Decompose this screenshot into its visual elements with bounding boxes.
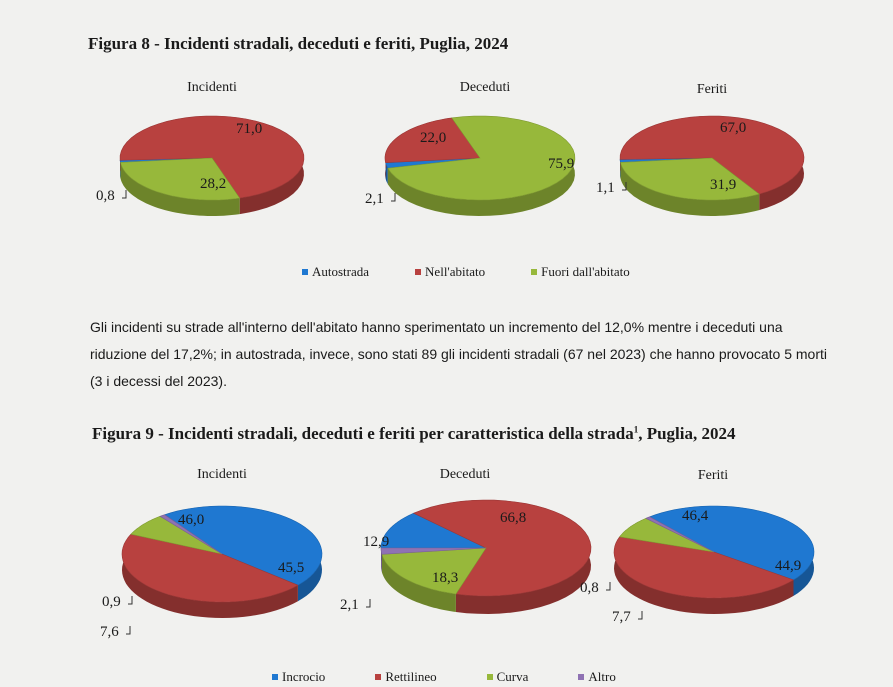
pie-2-slice-fuori-dall-abitato: [620, 157, 760, 201]
pie-3-label-3: 0,9: [102, 594, 121, 610]
pie-5-slice-incrocio: [648, 505, 815, 581]
pie-chart-3: 46,0 45,5 7,6 0,9: [100, 505, 323, 640]
pie-5-label-1: 44,9: [775, 558, 801, 574]
pie-2-slice-nell-abitato: [619, 115, 805, 195]
pie-title-feriti: Feriti: [696, 82, 728, 97]
pie-5-label-2: 7,7: [612, 609, 631, 625]
pie-1-slice-nell-abitato: [384, 117, 481, 164]
legend-item-rettilineo: Rettilineo: [375, 669, 437, 685]
pie-5-side-1: [614, 536, 794, 614]
pie-0-slice-fuori-dall-abitato: [120, 157, 241, 201]
pie-title-incidenti: Incidenti: [187, 80, 237, 95]
pie-5-slice-curva: [619, 517, 715, 553]
pie-3-label-0: 46,0: [178, 512, 204, 528]
pie-5-label-3: 0,8: [580, 580, 599, 596]
pie-title-incidenti-9: Incidenti: [197, 467, 247, 482]
pie-2-label-0: 1,1: [596, 180, 615, 196]
pie-2-label-1: 67,0: [720, 120, 746, 136]
pie-5-slice-rettilineo: [613, 536, 795, 599]
pie-2-side-2: [620, 162, 760, 216]
pie-3-label-2: 7,6: [100, 624, 119, 640]
pie-4-label-0: 12,9: [363, 534, 389, 550]
figure-9-title: Figura 9 - Incidenti stradali, deceduti …: [92, 424, 736, 443]
legend-item-altro: Altro: [578, 669, 616, 685]
pie-5-leader-2: [638, 611, 643, 620]
pie-4-slice-altro: [380, 547, 487, 555]
pie-4-slice-curva: [381, 547, 487, 595]
pie-3-label-1: 45,5: [278, 560, 304, 576]
pie-chart-4: 12,9 66,8 18,3 2,1: [340, 499, 592, 614]
pie-4-label-2: 18,3: [432, 570, 458, 586]
pie-2-leader-0: [622, 182, 627, 191]
pie-0-leader-0: [122, 190, 127, 199]
legend-item-autostrada: Autostrada: [302, 264, 369, 280]
pie-3-leader-3: [128, 596, 133, 605]
pie-3-slice-altro: [159, 514, 223, 555]
pie-1-leader-0: [391, 193, 396, 202]
legend-fig9: Incrocio Rettilineo Curva Altro: [272, 669, 616, 685]
pie-4-leader-3: [366, 599, 371, 608]
pie-4-label-1: 66,8: [500, 510, 526, 526]
legend-item-fuori: Fuori dall'abitato: [531, 264, 630, 280]
pie-3-slice-rettilineo: [121, 533, 299, 603]
pie-4-side-2: [381, 554, 456, 612]
body-paragraph: Gli incidenti su strade all'interno dell…: [90, 319, 828, 389]
legend-fig8: Autostrada Nell'abitato Fuori dall'abita…: [302, 264, 630, 280]
legend-item-incrocio: Incrocio: [272, 669, 325, 685]
pie-0-side-2: [120, 162, 240, 216]
pie-0-label-1: 71,0: [236, 121, 262, 137]
pie-1-label-1: 22,0: [420, 130, 446, 146]
pie-4-label-3: 2,1: [340, 597, 359, 613]
pie-1-side-0: [385, 162, 388, 185]
pie-title-deceduti-9: Deceduti: [439, 467, 491, 482]
pie-4-slice-rettilineo: [412, 499, 592, 597]
legend-item-curva: Curva: [486, 669, 528, 685]
pie-3-side-1: [122, 534, 298, 618]
pie-0-label-0: 0,8: [96, 188, 115, 204]
figure-8-title: Figura 8 - Incidenti stradali, deceduti …: [88, 34, 509, 53]
pie-1-slice-fuori-dall-abitato: [387, 115, 576, 201]
pie-4-slice-incrocio: [380, 512, 487, 549]
pie-1-label-0: 2,1: [365, 191, 384, 207]
pie-chart-1: 2,1 22,0 75,9: [365, 115, 576, 216]
pie-title-deceduti: Deceduti: [459, 80, 511, 95]
pie-3-slice-curva: [130, 515, 223, 555]
pie-3-slice-incrocio: [163, 505, 323, 586]
pie-chart-2: 1,1 67,0 31,9: [596, 115, 805, 216]
pie-3-leader-2: [126, 626, 131, 635]
pie-title-feriti-9: Feriti: [697, 468, 729, 483]
pie-chart-5: 46,4 44,9 7,7 0,8: [580, 505, 815, 625]
pie-0-slice-nell-abitato: [119, 115, 305, 199]
pie-5-slice-altro: [645, 516, 715, 553]
pie-5-leader-3: [606, 582, 611, 591]
pie-5-label-0: 46,4: [682, 508, 709, 524]
pie-2-label-2: 31,9: [710, 177, 736, 193]
pie-chart-0: 0,8 71,0 28,2: [96, 115, 305, 216]
legend-item-abitato: Nell'abitato: [415, 264, 485, 280]
pie-0-label-2: 28,2: [200, 176, 226, 192]
pie-1-label-2: 75,9: [548, 156, 574, 172]
